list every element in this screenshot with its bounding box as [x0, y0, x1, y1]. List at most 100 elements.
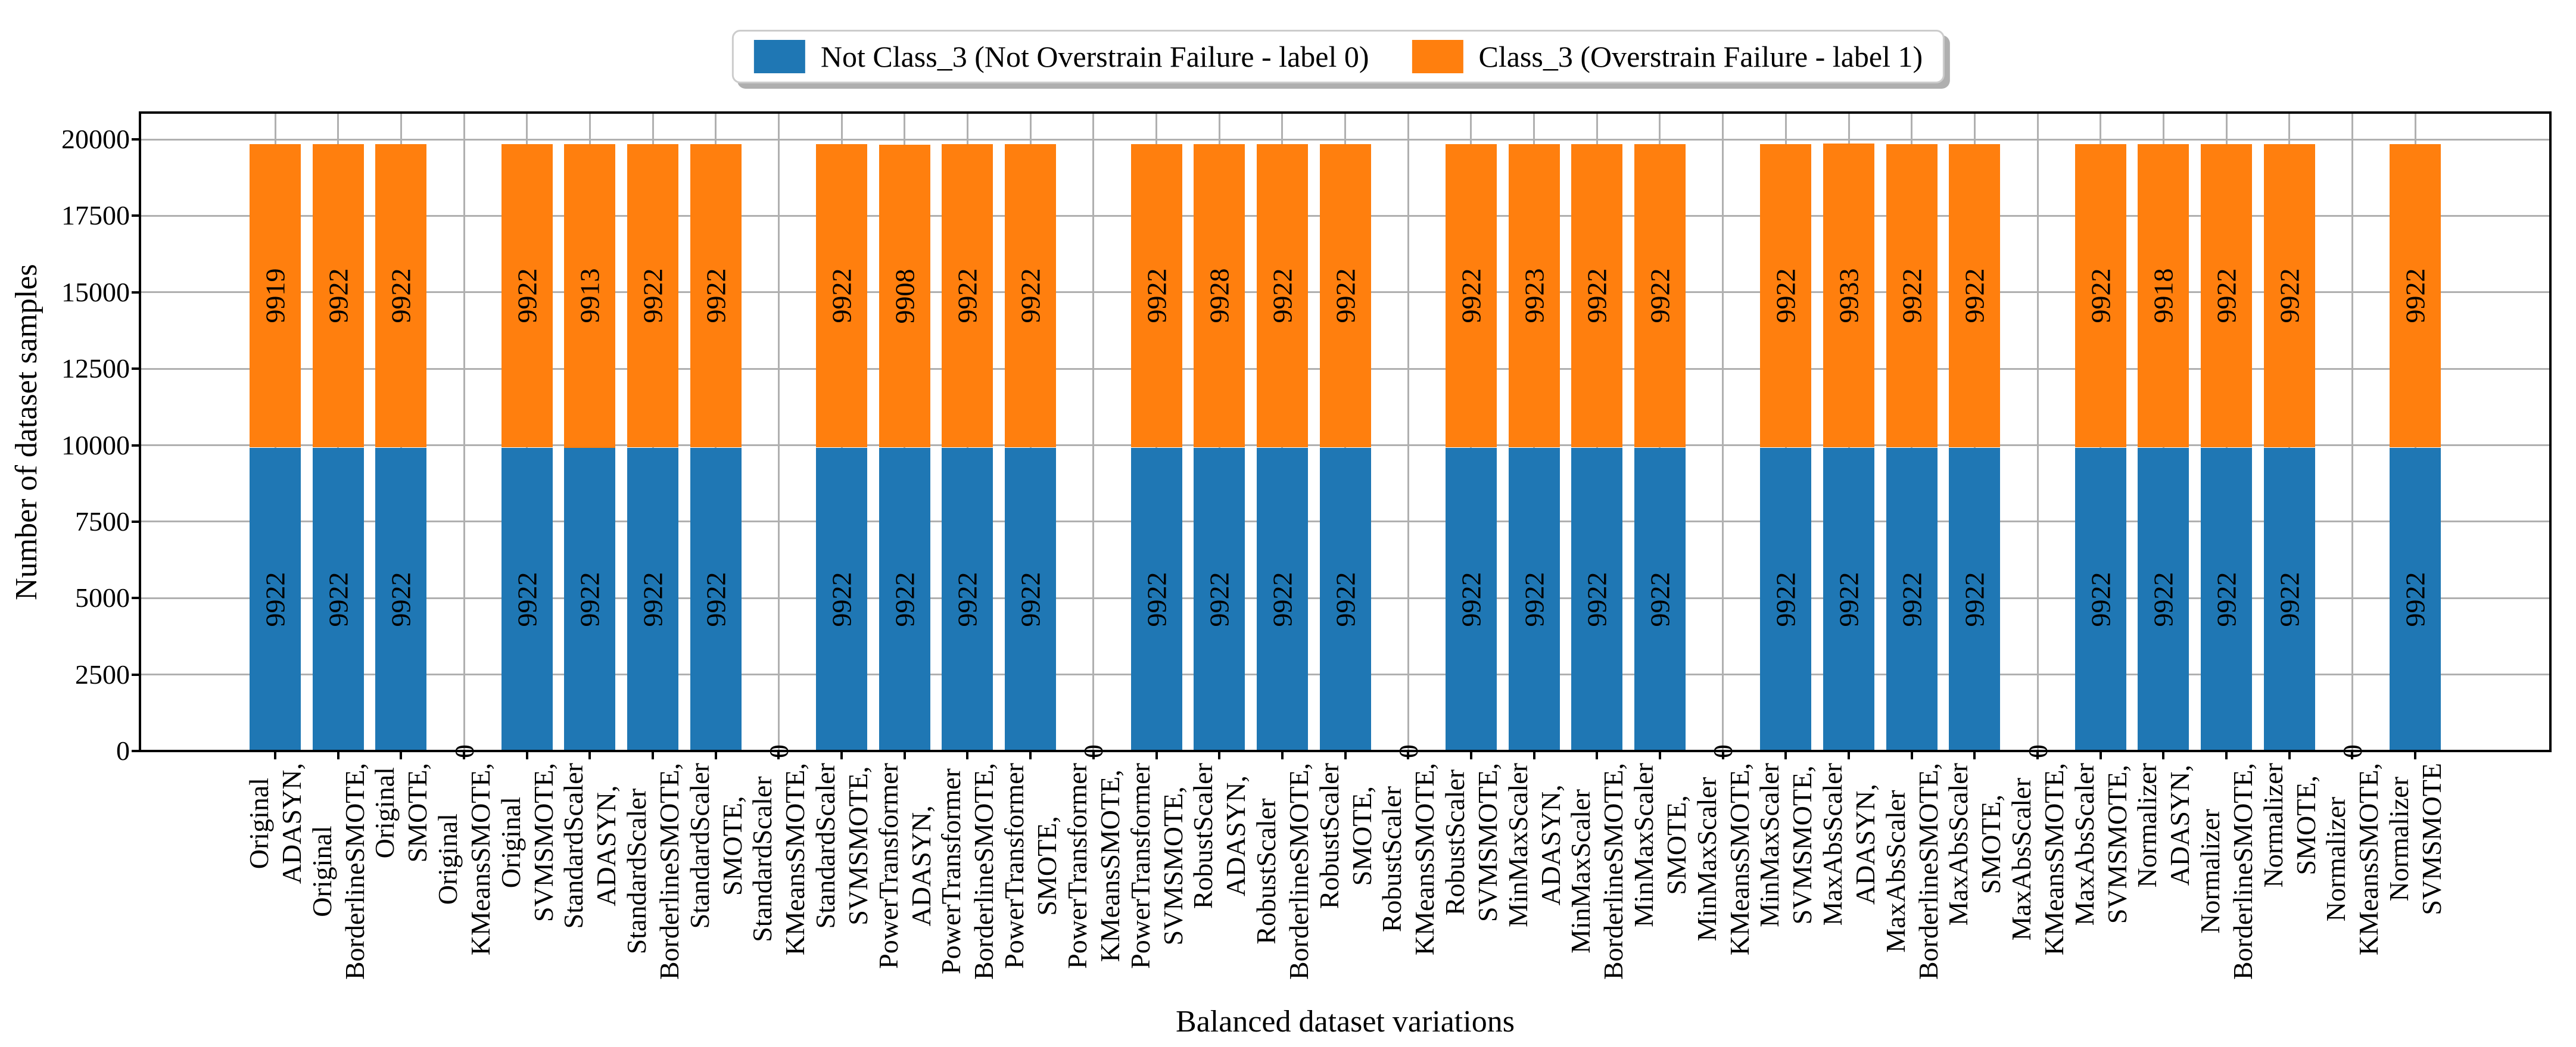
bar-segment-class3: [2138, 144, 2189, 448]
y-tick: [132, 673, 140, 676]
x-tick: [1721, 751, 1724, 759]
x-tick-label: MinMaxScaler KMeansSMOTE,: [1691, 763, 1755, 956]
bar-segment-class3: [2074, 144, 2126, 448]
bar-segment-not-class3: [816, 447, 868, 751]
x-tick-label: Original KMeansSMOTE,: [432, 763, 496, 956]
y-tick-label: 15000: [61, 276, 130, 307]
x-tick-label: PowerTransformer SVMSMOTE,: [1125, 763, 1188, 969]
y-tick-label: 2500: [75, 659, 130, 690]
x-tick: [1344, 751, 1347, 759]
bar-segment-not-class3: [1130, 447, 1182, 751]
x-tick: [840, 751, 843, 759]
v-gridline: [1722, 113, 1724, 751]
x-tick: [2351, 751, 2354, 759]
bar-segment-class3: [690, 144, 742, 448]
x-tick: [1155, 751, 1158, 759]
x-tick-label: Normalizer BorderlineSMOTE,: [2195, 763, 2259, 980]
x-tick-label: RobustScaler SMOTE,: [1313, 763, 1377, 909]
v-gridline: [2036, 113, 2039, 751]
x-tick-label: MinMaxScaler BorderlineSMOTE,: [1565, 763, 1629, 980]
bar-segment-class3: [501, 144, 553, 448]
x-tick-label: RobustScaler KMeansSMOTE,: [1376, 763, 1440, 956]
x-tick-label: PowerTransformer KMeansSMOTE,: [1061, 763, 1125, 969]
x-tick: [1848, 751, 1850, 759]
y-tick: [132, 367, 140, 370]
x-tick-label: PowerTransformer BorderlineSMOTE,: [936, 763, 999, 980]
bar-segment-not-class3: [2201, 447, 2253, 751]
x-tick: [337, 751, 339, 759]
x-tick-label: PowerTransformer ADASYN,: [873, 763, 936, 969]
x-tick: [588, 751, 591, 759]
bar-segment-not-class3: [1256, 447, 1308, 751]
bar-segment-not-class3: [2074, 447, 2126, 751]
bar-segment-class3: [312, 144, 364, 448]
x-tick: [1596, 751, 1599, 759]
y-tick-label: 17500: [61, 200, 130, 231]
x-tick: [1658, 751, 1661, 759]
x-tick: [652, 751, 655, 759]
bar-segment-class3: [1130, 144, 1182, 448]
bar-segment-class3: [1571, 144, 1623, 448]
y-tick: [132, 444, 140, 447]
y-tick: [132, 214, 140, 217]
x-tick-label: StandardScaler ADASYN,: [558, 763, 622, 929]
x-tick-label: MaxAbsScaler BorderlineSMOTE,: [1880, 763, 1943, 980]
bar-segment-not-class3: [1194, 447, 1245, 751]
x-tick-label: StandardScaler SMOTE,: [684, 763, 747, 929]
y-tick: [132, 138, 140, 141]
y-tick-label: 7500: [75, 506, 130, 537]
x-tick-label: Original BorderlineSMOTE,: [306, 763, 370, 980]
bar-segment-not-class3: [250, 447, 301, 751]
bar-segment-class3: [879, 144, 930, 448]
x-tick: [2414, 751, 2417, 759]
v-gridline: [463, 113, 465, 751]
bar-segment-class3: [1760, 144, 1812, 448]
x-tick-label: Original SVMSMOTE,: [495, 763, 559, 923]
bar-segment-class3: [1949, 144, 2001, 448]
bar-segment-class3: [2390, 144, 2441, 448]
x-tick: [2099, 751, 2102, 759]
x-tick-label: MaxAbsScaler SVMSMOTE,: [2069, 763, 2132, 926]
x-tick: [1281, 751, 1284, 759]
x-tick-label: RobustScaler ADASYN,: [1188, 763, 1251, 909]
bar-segment-not-class3: [1886, 447, 1938, 751]
x-tick: [463, 751, 466, 759]
bar-segment-not-class3: [312, 447, 364, 751]
bar-segment-not-class3: [1319, 447, 1371, 751]
bar-segment-not-class3: [2390, 447, 2441, 751]
bar-segment-class3: [1194, 144, 1245, 448]
v-gridline: [2351, 113, 2353, 751]
bar-segment-not-class3: [375, 447, 427, 751]
bar-segment-class3: [1445, 144, 1497, 448]
x-tick: [1407, 751, 1410, 759]
x-tick-label: RobustScaler BorderlineSMOTE,: [1250, 763, 1314, 980]
x-tick-label: Normalizer KMeansSMOTE,: [2320, 763, 2384, 956]
bar-segment-class3: [375, 144, 427, 448]
bar-segment-not-class3: [1949, 447, 2001, 751]
bar-segment-not-class3: [690, 447, 742, 751]
plot-border-top: [140, 111, 2550, 114]
x-tick-label: Original SMOTE,: [369, 763, 433, 863]
x-tick: [400, 751, 403, 759]
bar-segment-class3: [1508, 144, 1560, 448]
x-tick-label: RobustScaler SVMSMOTE,: [1439, 763, 1503, 923]
bar-segment-not-class3: [1634, 447, 1686, 751]
bar-segment-class3: [942, 144, 993, 448]
x-tick-label: MinMaxScaler ADASYN,: [1502, 763, 1566, 927]
bar-segment-not-class3: [942, 447, 993, 751]
bar-segment-class3: [1823, 144, 1874, 448]
y-tick: [132, 291, 140, 294]
bar-segment-not-class3: [1508, 447, 1560, 751]
bar-segment-not-class3: [1005, 447, 1057, 751]
x-tick-label: StandardScaler KMeansSMOTE,: [747, 763, 811, 956]
x-tick-label: MaxAbsScaler ADASYN,: [1817, 763, 1880, 926]
x-tick-label: Normalizer SVMSMOTE: [2384, 763, 2447, 915]
y-tick: [132, 750, 140, 752]
x-tick-label: StandardScaler SVMSMOTE,: [810, 763, 874, 929]
legend: Not Class_3 (Not Overstrain Failure - la…: [731, 30, 1945, 83]
x-tick: [1910, 751, 1913, 759]
x-tick: [525, 751, 528, 759]
v-gridline: [1407, 113, 1409, 751]
bar-segment-class3: [2263, 144, 2315, 448]
